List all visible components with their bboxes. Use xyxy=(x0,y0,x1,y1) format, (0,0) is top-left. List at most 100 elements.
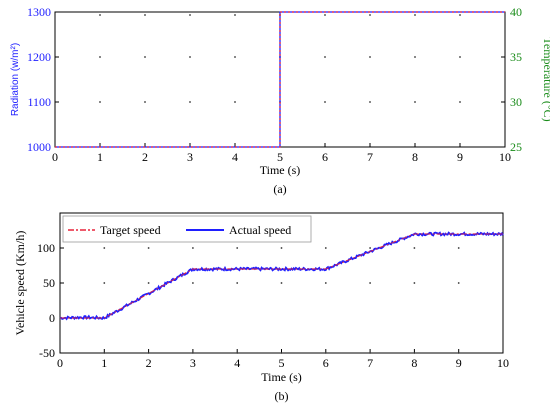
y-tick-label-b: 0 xyxy=(49,311,55,325)
y-axis-label-b: Vehicle speed (Km/h) xyxy=(13,231,27,336)
grid-dot xyxy=(280,282,283,284)
grid-dot xyxy=(457,282,460,284)
x-tick-label-b: 1 xyxy=(101,356,107,370)
grid-dot xyxy=(459,56,461,58)
grid-dot xyxy=(324,247,327,249)
grid-dot xyxy=(280,247,283,249)
grid-dot xyxy=(414,101,416,103)
x-tick-label-b: 8 xyxy=(411,356,417,370)
x-tick-label-b: 2 xyxy=(146,356,152,370)
y-left-tick-label-a: 1000 xyxy=(27,140,51,154)
grid-dot xyxy=(103,247,106,249)
grid-dot xyxy=(192,247,194,249)
y-left-tick-label-a: 1100 xyxy=(27,95,51,109)
grid-dot xyxy=(144,56,146,58)
x-tick-label-b: 3 xyxy=(190,356,196,370)
x-tick-label-a: 4 xyxy=(232,150,238,164)
grid-dot xyxy=(369,101,371,103)
grid-dot xyxy=(457,352,460,354)
grid-dot xyxy=(99,101,101,103)
panel-label-b: (b) xyxy=(275,389,289,403)
temperature-line xyxy=(55,11,505,148)
x-tick-label-a: 8 xyxy=(412,150,418,164)
grid-dot xyxy=(459,14,461,16)
x-tick-label-a: 5 xyxy=(277,150,283,164)
grid-dot xyxy=(103,352,106,354)
grid-dot xyxy=(236,247,239,249)
grid-dot xyxy=(280,352,283,354)
target-speed-overlay xyxy=(60,233,503,319)
grid-dot xyxy=(189,56,191,58)
y-left-tick-label-a: 1200 xyxy=(27,50,51,64)
grid-dot xyxy=(324,282,327,284)
grid-dot xyxy=(236,282,239,284)
grid-dot xyxy=(144,14,146,16)
legend-label-actual: Actual speed xyxy=(229,223,291,237)
x-tick-label-a: 10 xyxy=(499,150,511,164)
y-tick-label-b: -50 xyxy=(39,346,55,360)
x-tick-label-b: 6 xyxy=(323,356,329,370)
grid-dot xyxy=(192,352,194,354)
grid-dot xyxy=(234,56,236,58)
grid-dot xyxy=(459,101,461,103)
grid-dot xyxy=(234,14,236,16)
grid-dot xyxy=(369,247,371,249)
grid-dot xyxy=(147,352,150,354)
grid-dot xyxy=(144,101,146,103)
y-tick-label-b: 50 xyxy=(43,276,55,290)
grid-dot xyxy=(414,14,416,16)
grid-dot xyxy=(236,352,239,354)
grid-dot xyxy=(147,247,150,249)
y-right-tick-label-a: 40 xyxy=(510,5,522,19)
grid-dot xyxy=(147,282,150,284)
grid-dot xyxy=(192,282,194,284)
x-tick-label-a: 2 xyxy=(142,150,148,164)
grid-dot xyxy=(189,14,191,16)
y-left-tick-label-a: 1300 xyxy=(27,5,51,19)
grid-dot xyxy=(457,247,460,249)
grid-dot xyxy=(234,101,236,103)
x-axis-label-a: Time (s) xyxy=(260,163,301,177)
grid-dot xyxy=(99,14,101,16)
grid-dot xyxy=(369,56,371,58)
x-axis-label-b: Time (s) xyxy=(261,370,302,384)
x-tick-label-b: 0 xyxy=(57,356,63,370)
x-tick-label-a: 0 xyxy=(52,150,58,164)
x-tick-label-a: 7 xyxy=(367,150,373,164)
grid-dot xyxy=(103,282,106,284)
y-right-axis-label-a: Temperature (°C) xyxy=(541,37,550,121)
grid-dot xyxy=(413,352,416,354)
grid-dot xyxy=(189,101,191,103)
y-tick-label-b: 100 xyxy=(37,241,55,255)
legend-label-target: Target speed xyxy=(100,223,161,237)
grid-dot xyxy=(99,56,101,58)
legend-b: Target speed Actual speed xyxy=(62,215,312,243)
grid-dot xyxy=(324,101,326,103)
x-tick-label-a: 1 xyxy=(97,150,103,164)
panel-label-a: (a) xyxy=(273,182,286,196)
x-tick-label-b: 9 xyxy=(456,356,462,370)
grid-dot xyxy=(369,352,371,354)
x-tick-label-b: 7 xyxy=(367,356,373,370)
x-tick-label-b: 10 xyxy=(497,356,509,370)
y-right-tick-label-a: 35 xyxy=(510,50,522,64)
x-tick-label-a: 6 xyxy=(322,150,328,164)
y-left-axis-label-a: Radiation (w/m²) xyxy=(10,43,21,116)
grid-dot xyxy=(369,14,371,16)
x-tick-label-a: 3 xyxy=(187,150,193,164)
y-right-tick-label-a: 25 xyxy=(510,140,522,154)
x-tick-label-b: 5 xyxy=(279,356,285,370)
grid-dot xyxy=(324,56,326,58)
grid-dot xyxy=(413,282,416,284)
panel-a: 0 1 2 3 4 5 6 7 8 9 10 1000 1100 1200 1300 25 30 35 40 Time… xyxy=(10,5,550,196)
grid-dot xyxy=(324,14,326,16)
y-right-tick-label-a: 30 xyxy=(510,95,522,109)
grid-dot xyxy=(369,282,371,284)
grid-dot xyxy=(414,56,416,58)
grid-dot xyxy=(324,352,327,354)
grid-dot xyxy=(413,247,416,249)
x-tick-label-a: 9 xyxy=(457,150,463,164)
x-tick-label-b: 4 xyxy=(234,356,240,370)
